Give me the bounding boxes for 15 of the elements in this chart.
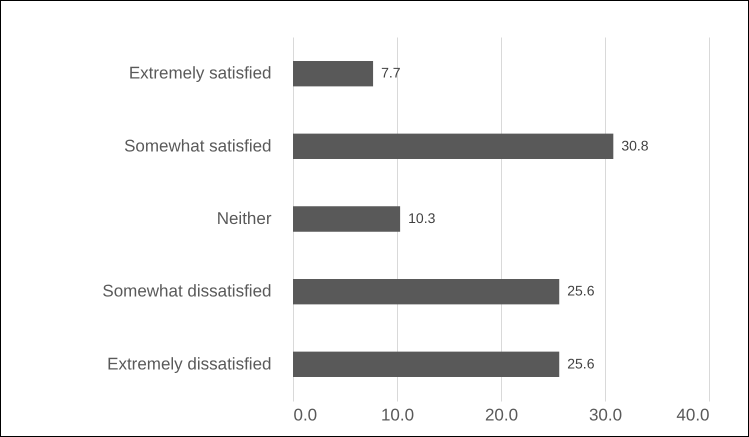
x-tick-label: 0.0 [294, 406, 318, 424]
x-tick-label: 30.0 [588, 406, 622, 424]
y-tick-label: Extremely dissatisfied [107, 354, 272, 374]
data-label: 25.6 [567, 282, 595, 299]
data-label: 10.3 [408, 210, 436, 226]
x-tick-label: 20.0 [484, 406, 518, 424]
x-tick-label: 10.0 [380, 406, 414, 424]
y-tick-label: Neither [216, 209, 272, 228]
data-label: 30.8 [621, 137, 649, 154]
y-tick-label: Somewhat dissatisfied [102, 282, 272, 301]
data-label: 25.6 [567, 355, 595, 372]
x-tick-label: 40.0 [676, 406, 710, 424]
y-tick-label: Extremely satisfied [128, 64, 272, 83]
y-tick-label: Somewhat satisfied [124, 136, 272, 156]
data-label: 7.7 [381, 64, 401, 81]
